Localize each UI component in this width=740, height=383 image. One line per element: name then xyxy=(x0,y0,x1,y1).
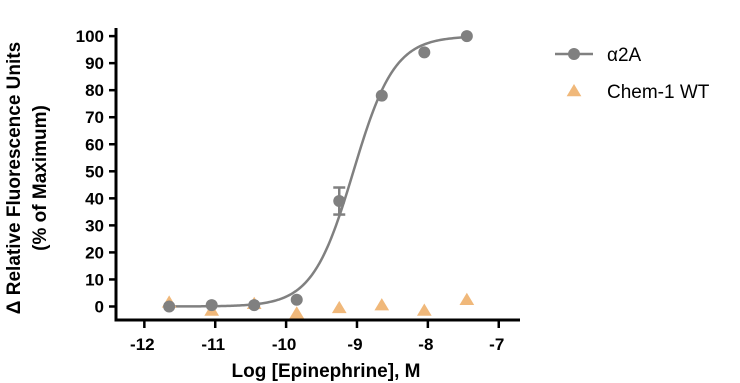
a2a-point xyxy=(163,300,176,313)
axes xyxy=(114,28,520,322)
x-tick-label: -11 xyxy=(201,335,225,354)
a2a-point xyxy=(205,299,218,312)
legend-item-chem1-wt: Chem-1 WT xyxy=(566,82,710,103)
x-tick-label: -7 xyxy=(489,335,504,354)
chem1-wt-point xyxy=(374,298,390,311)
ticks: 0 10 20 30 40 50 60 70 80 90 100 -12 -11 -10 -9 -8 -7 xyxy=(76,27,505,354)
a2a-point xyxy=(460,30,473,43)
y-axis-title-line-2: (% of Maximum) xyxy=(30,105,51,251)
y-tick-label: 80 xyxy=(85,81,104,100)
chem1-wt-point xyxy=(289,306,305,319)
y-axis-title-line-1: Δ Relative Fluorescence Units xyxy=(4,42,25,314)
legend-marker-triangle xyxy=(566,84,582,97)
a2a-point xyxy=(333,195,346,208)
y-tick-label: 60 xyxy=(85,135,104,154)
legend-label-chem1-wt: Chem-1 WT xyxy=(607,82,710,103)
chem1-wt-point xyxy=(416,303,432,316)
x-tick-label: -10 xyxy=(272,335,297,354)
a2a-point xyxy=(375,89,388,102)
chem1-wt-point xyxy=(331,300,347,314)
legend-label-a2a: α2A xyxy=(607,45,642,66)
legend-item-a2a: α2A xyxy=(555,45,642,66)
y-tick-label: 20 xyxy=(85,243,104,262)
y-tick-label: 50 xyxy=(85,162,104,181)
x-axis-title: Log [Epinephrine], M xyxy=(232,361,421,382)
y-tick-label: 100 xyxy=(76,27,104,46)
fit-curve-a2a xyxy=(169,35,467,308)
legend-marker-circle xyxy=(568,48,580,60)
a2a-point xyxy=(418,46,431,59)
x-tick-label: -9 xyxy=(347,335,362,354)
a2a-point xyxy=(290,293,303,306)
y-tick-label: 70 xyxy=(85,108,104,127)
data-points xyxy=(161,30,475,319)
x-tick-label: -12 xyxy=(130,335,155,354)
y-tick-label: 30 xyxy=(85,216,104,235)
fit-curves xyxy=(169,35,467,308)
legend: α2A Chem-1 WT xyxy=(555,45,710,103)
a2a-point xyxy=(248,299,261,312)
y-tick-label: 0 xyxy=(95,297,104,316)
y-tick-label: 40 xyxy=(85,189,104,208)
x-tick-label: -8 xyxy=(418,335,433,354)
y-tick-label: 90 xyxy=(85,54,104,73)
chem1-wt-point xyxy=(459,292,475,305)
y-tick-label: 10 xyxy=(85,270,104,289)
